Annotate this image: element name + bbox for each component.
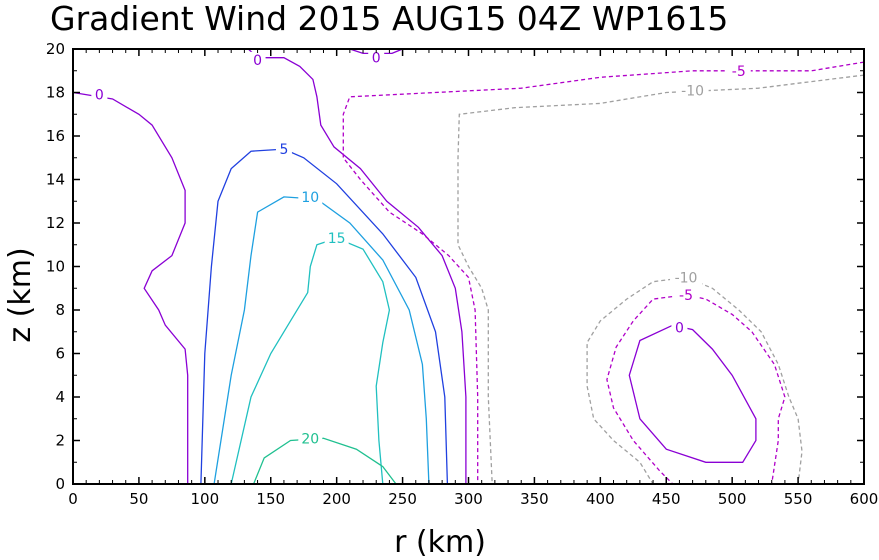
x-tick-label: 500 — [718, 490, 747, 508]
y-tick-label: 10 — [46, 258, 65, 276]
contour-label-bg — [91, 86, 108, 103]
y-tick-label: 18 — [46, 84, 65, 102]
contour-label-bg — [676, 82, 709, 99]
contour--10-11 — [586, 276, 803, 485]
x-tick-label: 250 — [388, 490, 417, 508]
y-tick-label: 8 — [55, 301, 65, 319]
x-axis-ticks: 0 50 100 150 200 250 300 350 400 450 500 550 600 — [68, 49, 878, 508]
contour-label: 20 — [301, 431, 319, 447]
contour-label-bg — [249, 51, 266, 68]
y-tick-label: 20 — [46, 40, 65, 58]
y-tick-label: 12 — [46, 214, 65, 232]
x-tick-label: 550 — [784, 490, 813, 508]
x-tick-label: 50 — [129, 490, 148, 508]
x-tick-label: 300 — [454, 490, 483, 508]
contour--10-10 — [457, 74, 865, 485]
x-axis-label: r (km) — [394, 525, 486, 560]
x-tick-label: 200 — [322, 490, 351, 508]
contour-label-bg — [674, 286, 699, 303]
contour-label: 15 — [328, 231, 346, 247]
y-axis-ticks: 0 2 4 6 8 10 12 14 16 18 20 — [46, 40, 864, 493]
x-tick-label: 100 — [191, 490, 220, 508]
x-tick-label: 150 — [256, 490, 285, 508]
y-tick-label: 14 — [46, 171, 65, 189]
contour-label-bg — [671, 319, 688, 336]
contour-label-bg — [726, 62, 751, 79]
contour-0-1 — [247, 48, 467, 484]
y-tick-label: 4 — [55, 388, 65, 406]
x-tick-label: 600 — [850, 490, 879, 508]
contour-20-7 — [252, 437, 397, 485]
y-tick-label: 0 — [55, 475, 65, 493]
contour-label: -5 — [679, 288, 693, 304]
contour-label-bg — [670, 269, 703, 286]
contour-0-3 — [628, 324, 757, 463]
contour-label: 0 — [372, 51, 381, 67]
contour-label: 0 — [95, 88, 104, 104]
contour-label: 0 — [253, 53, 262, 69]
contour--5-8 — [342, 61, 865, 484]
x-tick-label: 400 — [586, 490, 615, 508]
contour--5-9 — [606, 294, 786, 485]
y-tick-label: 2 — [55, 432, 65, 450]
contour-label-bg — [324, 230, 349, 247]
plot-area: 0 0 0 0 5 10 15 20 -5 -5 -10 -10 — [72, 48, 865, 485]
contour-label: -5 — [732, 64, 746, 80]
contour-label: 5 — [279, 142, 288, 158]
contour-label: -10 — [681, 83, 704, 99]
y-axis-label: z (km) — [3, 247, 38, 342]
contour-label: 10 — [301, 190, 319, 206]
contour-label-bg — [368, 49, 385, 66]
contour-5-4 — [200, 148, 449, 485]
x-tick-label: 0 — [68, 490, 78, 508]
x-tick-label: 350 — [520, 490, 549, 508]
contour-label-bg — [298, 430, 323, 447]
contour-label: 0 — [675, 320, 684, 336]
contour-label-bg — [275, 141, 292, 158]
chart-title: Gradient Wind 2015 AUG15 04Z WP1615 — [50, 0, 728, 38]
y-tick-label: 16 — [46, 127, 65, 145]
x-tick-label: 450 — [652, 490, 681, 508]
contour-label: -10 — [675, 270, 698, 286]
contour-0-0 — [72, 91, 189, 484]
contour-label-bg — [298, 188, 323, 205]
y-tick-label: 6 — [55, 345, 65, 363]
